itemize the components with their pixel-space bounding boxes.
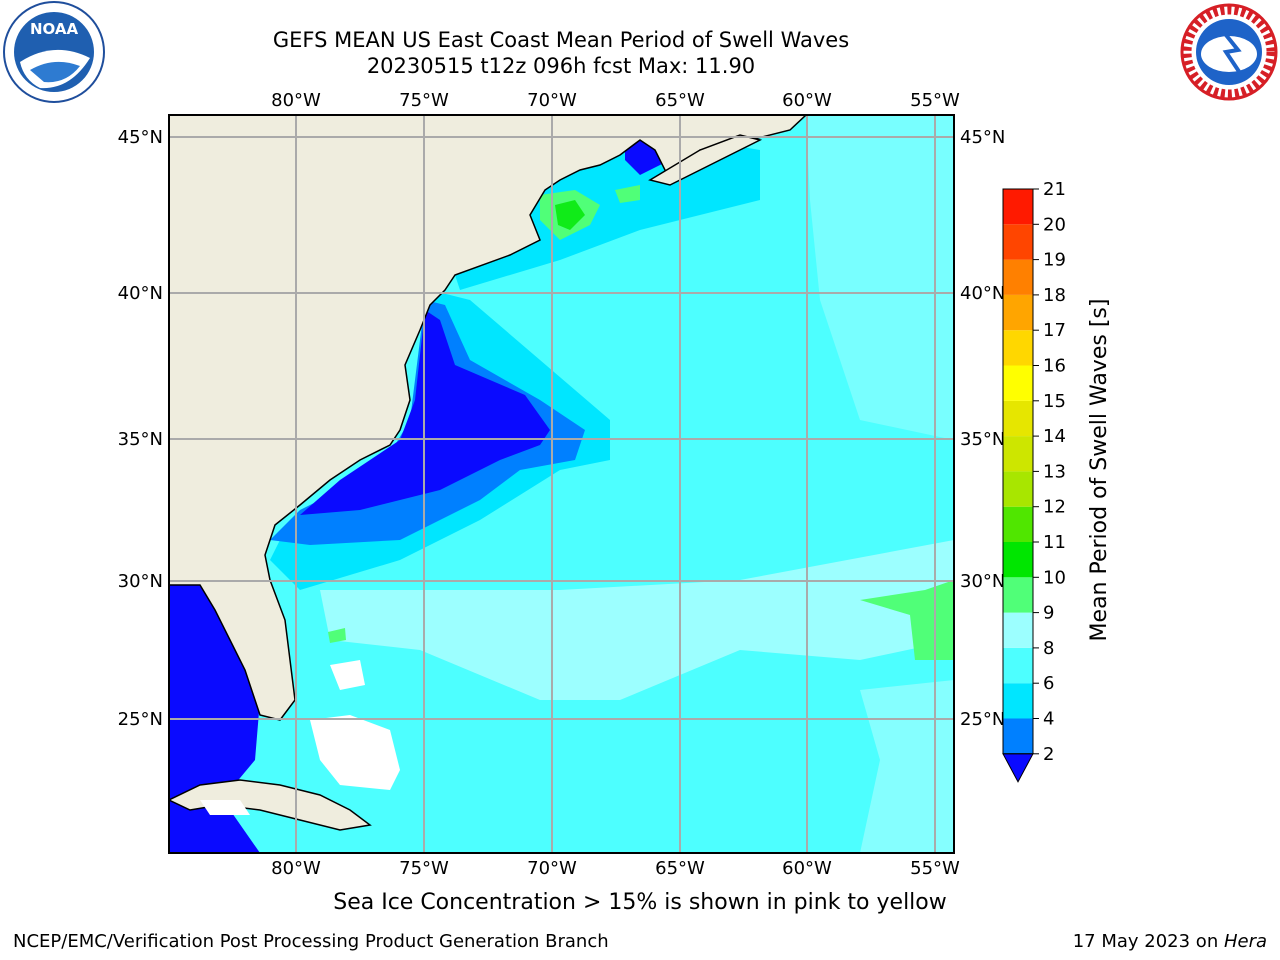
- colorbar-tick-label: 19: [1043, 250, 1066, 271]
- map-frame: [168, 114, 955, 854]
- lat-label-right-1: 40°N: [960, 283, 1005, 304]
- chart-subtitle: 20230515 t12z 096h fcst Max: 11.90: [366, 54, 756, 78]
- swell-band-9-10-c: [615, 185, 640, 203]
- swell-band-8-9-se: [860, 680, 954, 853]
- colorbar-segment: [1003, 718, 1033, 754]
- lon-label-bottom-4: 60°W: [782, 858, 832, 879]
- swell-band-8-9-east: [806, 115, 954, 440]
- colorbar-tick-label: 6: [1043, 673, 1054, 694]
- colorbar-segment: [1003, 577, 1033, 613]
- colorbar-tick-label: 9: [1043, 603, 1054, 624]
- lat-label-right-3: 30°N: [960, 571, 1005, 592]
- colorbar-segment: [1003, 612, 1033, 648]
- colorbar-segment: [1003, 436, 1033, 472]
- colorbar-segment: [1003, 542, 1033, 578]
- swell-band-10-11-a: [555, 200, 585, 230]
- colorbar-tick-label: 16: [1043, 356, 1066, 377]
- lat-label-left-2: 35°N: [118, 429, 163, 450]
- footer-org: NCEP/EMC/Verification Post Processing Pr…: [13, 931, 609, 952]
- colorbar-segment: [1003, 365, 1033, 401]
- lat-label-left-1: 40°N: [118, 283, 163, 304]
- colorbar-segment: [1003, 400, 1033, 437]
- colorbar-tick-label: 4: [1043, 709, 1054, 730]
- colorbar-tick-label: 17: [1043, 320, 1066, 341]
- colorbar-segment: [1003, 647, 1033, 684]
- colorbar-tick-label: 20: [1043, 214, 1066, 235]
- footer-date: 17 May 2023 on Hera: [1073, 931, 1267, 952]
- colorbar-tick-label: 8: [1043, 638, 1054, 659]
- colorbar-segment: [1003, 259, 1033, 295]
- colorbar-tick-label: 10: [1043, 567, 1066, 588]
- colorbar-segment: [1003, 506, 1033, 542]
- colorbar-segment: [1003, 683, 1033, 719]
- no-data-bahamas-n: [330, 660, 365, 690]
- lon-label-bottom-3: 65°W: [655, 858, 705, 879]
- lon-label-top-3: 65°W: [655, 90, 705, 111]
- lon-label-bottom-5: 55°W: [910, 858, 960, 879]
- colorbar-segment: [1003, 294, 1033, 331]
- lat-label-left-4: 25°N: [118, 709, 163, 730]
- graticule: [169, 115, 954, 853]
- lat-label-right-0: 45°N: [960, 127, 1005, 148]
- lat-label-left-0: 45°N: [118, 127, 163, 148]
- colorbar-tick-label: 18: [1043, 285, 1066, 306]
- colorbar-tick-label: 21: [1043, 179, 1066, 200]
- swell-band-lt2-gulf: [169, 580, 260, 800]
- colorbar-tick-label: 13: [1043, 461, 1066, 482]
- no-data-bahamas: [310, 715, 400, 790]
- swell-band-9-10-b: [860, 580, 954, 660]
- lon-label-bottom-1: 75°W: [399, 858, 449, 879]
- colorbar-tick-label: 15: [1043, 391, 1066, 412]
- land-nova-scotia: [648, 134, 763, 186]
- sea-ice-note: Sea Ice Concentration > 15% is shown in …: [333, 890, 947, 915]
- colorbar-segment: [1003, 224, 1033, 260]
- lon-label-top-0: 80°W: [271, 90, 321, 111]
- colorbar-segment: [1003, 330, 1033, 366]
- lon-label-bottom-0: 80°W: [271, 858, 321, 879]
- colorbar: 2 4 6 8 9 10 11 12 13 14 15 16 17 18 19 20 21: [1002, 179, 1066, 783]
- lon-label-top-2: 70°W: [527, 90, 577, 111]
- lat-label-left-3: 30°N: [118, 571, 163, 592]
- lat-label-right-2: 35°N: [960, 429, 1005, 450]
- noaa-logo-text: NOAA: [30, 20, 79, 38]
- colorbar-tick-label: 2: [1043, 744, 1054, 765]
- lon-label-top-1: 75°W: [399, 90, 449, 111]
- footer-host: Hera: [1223, 931, 1267, 952]
- no-data-cuba-s: [200, 800, 250, 815]
- colorbar-tick-label: 12: [1043, 497, 1066, 518]
- lon-label-bottom-2: 70°W: [527, 858, 577, 879]
- colorbar-tick-label: 14: [1043, 426, 1066, 447]
- swell-band-lt2-cuba: [169, 800, 260, 853]
- lon-label-top-5: 55°W: [910, 90, 960, 111]
- colorbar-tick-label: 11: [1043, 532, 1066, 553]
- colorbar-extend-arrow: [1002, 753, 1034, 783]
- lon-label-top-4: 60°W: [782, 90, 832, 111]
- footer-date-text: 17 May 2023 on: [1072, 931, 1224, 952]
- lat-label-right-4: 25°N: [960, 709, 1005, 730]
- colorbar-segment: [1003, 189, 1033, 225]
- swell-band-9-10-d: [328, 628, 346, 643]
- noaa-logo: NOAA: [3, 1, 105, 103]
- colorbar-segment: [1003, 471, 1033, 507]
- map-panel: [169, 115, 954, 853]
- chart-title: GEFS MEAN US East Coast Mean Period of S…: [272, 28, 850, 52]
- nws-logo: [1180, 3, 1278, 101]
- colorbar-label: Mean Period of Swell Waves [s]: [1087, 299, 1112, 642]
